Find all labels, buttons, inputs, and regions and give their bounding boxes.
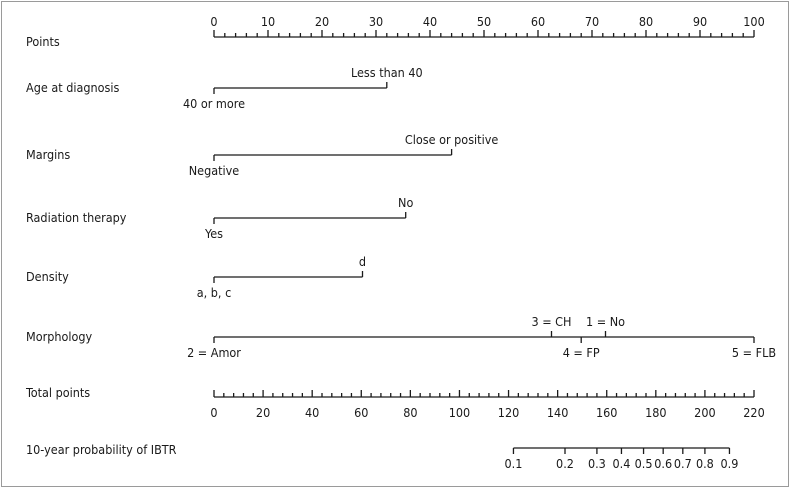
points-tick-label: 80 [639,14,653,29]
points-tick-label: 50 [477,14,491,29]
total-points-tick-label: 80 [403,405,417,420]
probability-tick-label: 0.8 [696,456,714,471]
probability-tick-label: 0.9 [721,456,739,471]
radiation-therapy-level-label: No [398,195,413,210]
total-points-tick-label: 60 [354,405,368,420]
morphology-level-label: 2 = Amor [187,345,241,360]
margins-label: Margins [26,147,70,162]
age-at-diagnosis-level-label: 40 or more [183,96,245,111]
total-points-tick-label: 140 [547,405,568,420]
points-tick-label: 30 [369,14,383,29]
points-tick-label: 70 [585,14,599,29]
age-at-diagnosis-level-label: Less than 40 [351,65,423,80]
morphology-label: Morphology [26,329,92,344]
total-points-tick-label: 160 [596,405,617,420]
total-points-label: Total points [25,385,90,400]
total-points-tick-label: 0 [210,405,217,420]
total-points-tick-label: 120 [498,405,519,420]
probability-tick-label: 0.6 [654,456,672,471]
margins-level-label: Close or positive [405,132,498,147]
points-tick-label: 100 [743,14,764,29]
morphology-level-label: 5 = FLB [732,345,776,360]
points-tick-label: 0 [210,14,217,29]
probability-tick-label: 0.3 [588,456,606,471]
total-points-tick-label: 100 [449,405,470,420]
radiation-therapy-level-label: Yes [204,226,223,241]
points-tick-label: 10 [261,14,275,29]
density-level-label: a, b, c [197,285,232,300]
probability-tick-label: 0.4 [613,456,631,471]
probability-tick-label: 0.7 [674,456,692,471]
total-points-tick-label: 200 [694,405,715,420]
radiation-therapy-label: Radiation therapy [26,210,127,225]
points-tick-label: 40 [423,14,437,29]
points-tick-label: 90 [693,14,707,29]
points-tick-label: 20 [315,14,329,29]
total-points-tick-label: 220 [743,405,764,420]
total-points-tick-label: 20 [256,405,270,420]
morphology-level-label: 3 = CH [531,314,571,329]
probability-scale-label: 10-year probability of IBTR [26,442,177,457]
probability-tick-label: 0.5 [635,456,653,471]
probability-tick-label: 0.1 [505,456,523,471]
morphology-level-label: 4 = FP [563,345,600,360]
margins-level-label: Negative [189,163,240,178]
points-scale-label: Points [26,34,60,49]
density-label: Density [26,269,69,284]
density-level-label: d [359,254,366,269]
morphology-level-label: 1 = No [586,314,625,329]
probability-tick-label: 0.2 [556,456,574,471]
points-tick-label: 60 [531,14,545,29]
total-points-tick-label: 40 [305,405,319,420]
total-points-tick-label: 180 [645,405,666,420]
age-at-diagnosis-label: Age at diagnosis [26,80,119,95]
